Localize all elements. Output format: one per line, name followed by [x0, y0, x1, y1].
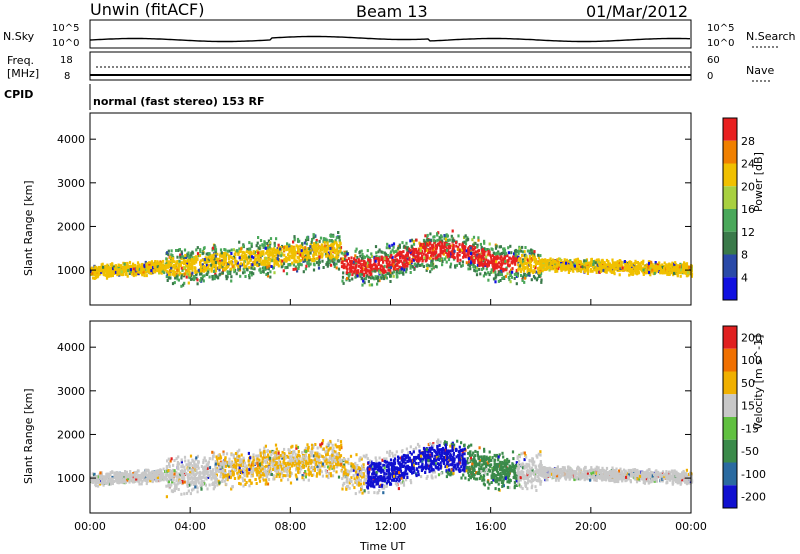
- velocity-colorbar-seg: [723, 439, 737, 463]
- velocity-ytick-2: 3000: [57, 385, 85, 398]
- cpid-label: CPID: [4, 88, 34, 101]
- noise-tick-high-right: 10^5: [707, 23, 735, 34]
- freq-tick-low: 8: [64, 71, 71, 82]
- power-colorbar-frame: [722, 117, 738, 301]
- velocity-colorbar-seg: [723, 417, 737, 440]
- xtick-label-3: 12:00: [375, 520, 407, 533]
- power-ytick-1: 2000: [57, 220, 85, 233]
- velocity-cbtick-3: 15: [741, 400, 755, 413]
- power-ytick-2: 3000: [57, 177, 85, 190]
- power-colorbar-seg: [723, 277, 737, 300]
- velocity-cbtick-6: -100: [741, 468, 766, 481]
- power-colorbar-seg: [723, 118, 737, 141]
- nsky-label: N.Sky: [3, 30, 35, 43]
- velocity-colorbar-seg: [723, 371, 737, 395]
- velocity-cbtick-5: -50: [741, 445, 759, 458]
- velocity-cbtick-4: -15: [741, 422, 759, 435]
- velocity-colorbar-seg: [723, 462, 737, 486]
- mhz-label: [MHz]: [7, 67, 40, 80]
- xtick-label-1: 04:00: [174, 520, 206, 533]
- xtick-label-5: 20:00: [575, 520, 607, 533]
- velocity-colorbar-seg: [723, 326, 737, 349]
- power-cbtick-1: 24: [741, 158, 755, 171]
- power-cbtick-4: 12: [741, 226, 755, 239]
- noise-sky-line: [89, 35, 690, 43]
- power-cbtick-3: 16: [741, 203, 755, 216]
- nave-tick-high: 60: [707, 55, 720, 66]
- velocity-ytick-0: 1000: [57, 472, 85, 485]
- power-colorbar-seg: [723, 186, 737, 209]
- power-colorbar-seg: [723, 209, 737, 232]
- station-title: Unwin (fitACF): [90, 0, 205, 19]
- nave-tick-low: 0: [707, 71, 714, 82]
- velocity-scatter: [90, 438, 694, 499]
- date-title: 01/Mar/2012: [586, 2, 689, 21]
- power-cbtick-5: 8: [741, 249, 748, 262]
- freq-label: Freq.: [7, 54, 35, 67]
- velocity-cbtick-7: -200: [741, 491, 766, 504]
- xlabel: Time UT: [360, 540, 406, 553]
- velocity-ytick-1: 2000: [57, 428, 85, 441]
- cpid-text: normal (fast stereo) 153 RF: [93, 95, 265, 108]
- noise-tick-low: 10^0: [52, 38, 80, 49]
- power-cbtick-6: 4: [741, 271, 748, 284]
- freq-tick-high: 18: [60, 55, 73, 66]
- power-scatter: [90, 229, 694, 288]
- power-colorbar-seg: [723, 254, 737, 278]
- velocity-colorbar-frame: [722, 325, 738, 509]
- xtick-label-4: 16:00: [475, 520, 507, 533]
- power-cbtick-0: 28: [741, 135, 755, 148]
- power-colorbar-seg: [723, 231, 737, 255]
- velocity-colorbar-seg: [723, 394, 737, 417]
- velocity-cbtick-1: 100: [741, 354, 762, 367]
- freq-panel-frame: [89, 51, 692, 81]
- power-cbtick-2: 20: [741, 180, 755, 193]
- velocity-cbtick-2: 50: [741, 377, 755, 390]
- xtick-label-0: 00:00: [74, 520, 106, 533]
- velocity-colorbar-seg: [723, 348, 737, 372]
- noise-tick-high: 10^5: [52, 23, 80, 34]
- velocity-cbtick-0: 200: [741, 331, 762, 344]
- velocity-ytick-3: 4000: [57, 341, 85, 354]
- velocity-colorbar-seg: [723, 485, 737, 508]
- xtick-label-6: 00:00: [675, 520, 707, 533]
- power-colorbar-seg: [723, 140, 737, 164]
- nsearch-label: N.Search: [746, 30, 796, 43]
- beam-title: Beam 13: [356, 2, 428, 21]
- power-ytick-3: 4000: [57, 133, 85, 146]
- power-colorbar-seg: [723, 163, 737, 187]
- power-ytick-0: 1000: [57, 264, 85, 277]
- noise-panel-frame: [89, 19, 692, 49]
- xtick-label-2: 08:00: [274, 520, 306, 533]
- nave-label: Nave: [746, 64, 775, 77]
- noise-tick-low-right: 10^0: [707, 38, 735, 49]
